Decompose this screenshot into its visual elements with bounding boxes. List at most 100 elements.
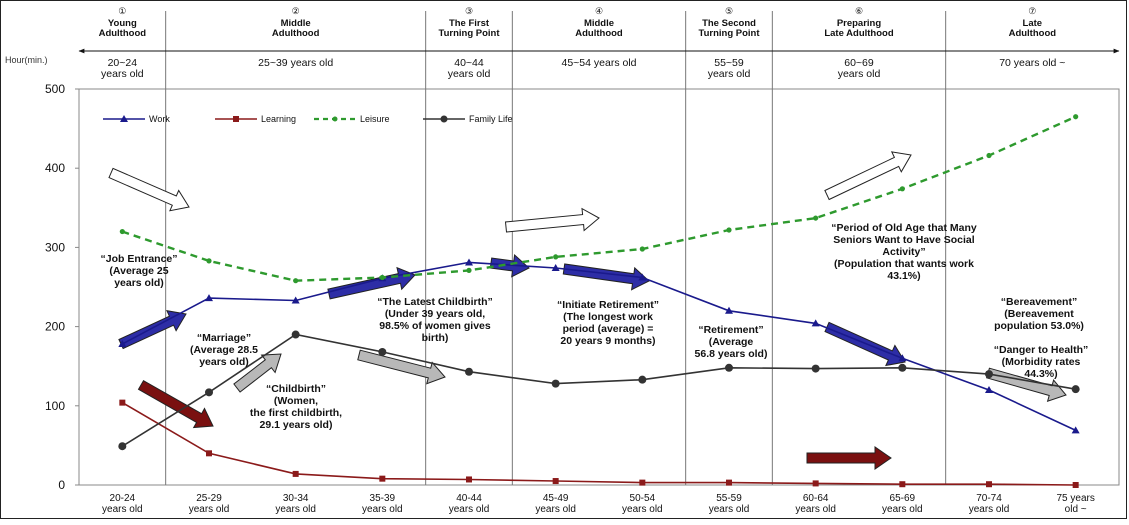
work-point: [118, 340, 127, 348]
y-tick-label: 300: [45, 240, 65, 254]
callout-arrow-13: [806, 446, 892, 470]
stage-name: The Second: [702, 18, 756, 29]
learning-point: [1072, 482, 1079, 488]
callout-arrow-2: [504, 207, 600, 233]
leisure-point: [379, 274, 385, 281]
x-tick-label: years old: [882, 504, 923, 515]
learning-point: [292, 470, 299, 477]
work-point: [898, 354, 907, 362]
annotation-text: (Population that wants work: [834, 258, 974, 270]
annotation-text: “Retirement”: [698, 324, 763, 336]
stage-number: ③: [465, 6, 473, 16]
stage-name: Turning Point: [698, 28, 760, 39]
x-tick-label: 70-74: [976, 493, 1002, 504]
y-tick-label: 500: [45, 82, 65, 96]
legend-label: Family Life: [469, 114, 513, 124]
stage-age: 60~69: [844, 57, 874, 69]
leisure-point: [639, 246, 645, 252]
annotation-text: “Period of Old Age that Many: [831, 222, 977, 234]
work-point: [638, 273, 647, 281]
x-tick-label: 75 years: [1056, 493, 1094, 504]
leisure-point: [466, 267, 472, 273]
family-life-point: [898, 363, 907, 372]
annotation-text: population 53.0%): [994, 320, 1084, 332]
family-life-point: [985, 370, 993, 379]
callout-arrow-10: [357, 349, 446, 385]
stage-number: ①: [118, 6, 126, 16]
x-tick-label: years old: [535, 504, 576, 515]
learning-point: [119, 399, 126, 406]
legend-marker: [233, 116, 239, 122]
y-tick-label: 100: [45, 399, 65, 413]
annotation-text: birth): [422, 332, 449, 344]
x-tick-label: years old: [189, 504, 230, 515]
family-life-point: [291, 330, 300, 339]
stage-age: years old: [708, 68, 751, 80]
leisure-point: [119, 228, 125, 235]
x-tick-label: years old: [102, 504, 143, 515]
annotation-text: (Bereavement: [1004, 308, 1074, 320]
annotation-text: “Bereavement”: [1001, 296, 1077, 308]
stage-name: Adulthood: [99, 28, 147, 39]
stage-name: The First: [449, 18, 490, 29]
x-tick-label: years old: [795, 504, 836, 515]
stage-age: years old: [838, 68, 881, 80]
stage-age: years old: [101, 68, 144, 80]
work-point: [1071, 426, 1080, 434]
annotation-text: (Average: [709, 336, 754, 348]
family-life-point: [725, 363, 733, 372]
stage-age: 25~39 years old: [258, 57, 333, 69]
legend-label: Learning: [261, 114, 296, 124]
stage-age: 55~59: [714, 57, 744, 69]
learning-point: [812, 480, 819, 487]
stage-age: 70 years old ~: [999, 57, 1065, 69]
work-point: [985, 385, 993, 393]
callout-arrow-1: [108, 167, 190, 212]
annotation-text: “Job Entrance”: [100, 253, 177, 265]
x-tick-label: 50-54: [630, 493, 656, 504]
x-tick-label: years old: [275, 504, 316, 515]
learning-point: [899, 481, 906, 488]
x-tick-label: 40-44: [456, 493, 482, 504]
leisure-point: [1073, 114, 1079, 120]
stage-name: Young: [108, 18, 137, 29]
plot-area: [78, 88, 1120, 486]
work-point: [811, 319, 820, 327]
stage-age: years old: [448, 68, 491, 80]
annotation-5: “Initiate Retirement”(The longest workpe…: [557, 299, 659, 347]
learning-point: [986, 481, 992, 488]
x-tick-label: 55-59: [716, 493, 742, 504]
annotation-text: (Average 28.5: [190, 344, 258, 356]
learning-series-line: [121, 401, 1076, 486]
leisure-point: [726, 227, 732, 233]
callout-arrow-12: [137, 380, 214, 429]
annotation-text: “Initiate Retirement”: [557, 299, 659, 311]
stage-number: ④: [595, 6, 603, 16]
callout-arrow-6: [489, 253, 530, 278]
learning-point: [639, 479, 646, 486]
learning-point: [379, 475, 386, 482]
family-life-point: [378, 347, 387, 356]
x-tick-label: years old: [622, 504, 663, 515]
y-tick-label: 200: [45, 320, 65, 334]
annotation-text: (The longest work: [563, 311, 653, 323]
stage-name: Middle: [281, 18, 311, 29]
annotation-text: years old): [199, 356, 249, 368]
x-tick-label: 65-69: [890, 493, 916, 504]
annotation-text: Activity”: [882, 246, 925, 258]
family-life-point: [638, 375, 647, 384]
learning-point: [466, 476, 472, 483]
annotation-text: 29.1 years old): [260, 419, 333, 431]
stage-number: ⑦: [1028, 6, 1036, 16]
family-life-point: [118, 442, 127, 451]
x-tick-label: 60-64: [803, 493, 829, 504]
y-tick-label: 400: [45, 161, 65, 175]
learning-point: [552, 478, 559, 485]
